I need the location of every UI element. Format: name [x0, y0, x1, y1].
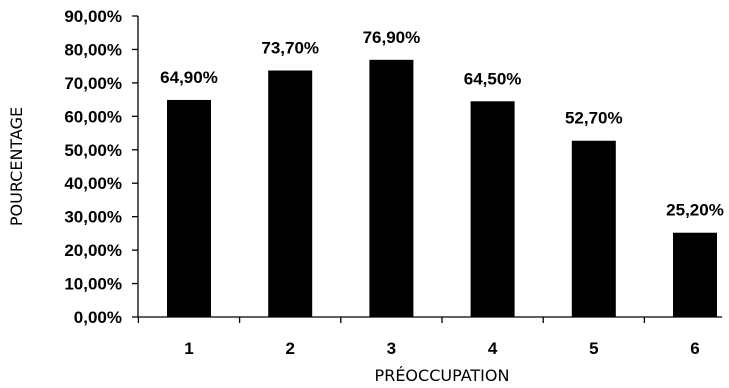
bar-6 — [673, 232, 717, 317]
y-tick-label: 90,00% — [64, 7, 122, 26]
x-tick-label: 5 — [589, 339, 598, 358]
x-tick-label: 3 — [387, 339, 396, 358]
y-tick-label: 80,00% — [64, 40, 122, 59]
data-label-5: 52,70% — [565, 109, 623, 128]
x-tick-label: 2 — [285, 339, 294, 358]
data-label-2: 73,70% — [261, 39, 319, 58]
y-tick-label: 40,00% — [64, 174, 122, 193]
data-label-3: 76,90% — [363, 28, 421, 47]
y-tick-label: 20,00% — [64, 241, 122, 260]
bar-1 — [167, 99, 211, 317]
y-tick-label: 30,00% — [64, 208, 122, 227]
y-tick-label: 70,00% — [64, 74, 122, 93]
x-tick-label: 6 — [690, 339, 699, 358]
x-axis: 1 2 3 4 5 6 — [137, 316, 722, 358]
bar-2 — [268, 70, 313, 318]
data-label-4: 64,50% — [464, 69, 522, 88]
y-tick-label: 0,00% — [74, 308, 122, 327]
x-axis-title: PRÉOCCUPATION — [375, 366, 510, 385]
bars — [167, 59, 717, 318]
data-labels: 64,90% 73,70% 76,90% 64,50% 52,70% 25,20% — [160, 28, 724, 220]
data-label-6: 25,20% — [666, 201, 724, 220]
y-tick-label: 10,00% — [64, 275, 122, 294]
y-tick-label: 50,00% — [64, 141, 122, 160]
y-axis-title: POURCENTAGE — [7, 107, 26, 226]
data-label-1: 64,90% — [160, 68, 218, 87]
y-axis: 0,00% 10,00% 20,00% 30,00% 40,00% 50,00% 60,00… — [64, 7, 139, 327]
x-tick-label: 1 — [184, 339, 193, 358]
bar-3 — [369, 59, 414, 317]
bar-5 — [571, 140, 616, 317]
y-tick-label: 60,00% — [64, 107, 122, 126]
x-tick-label: 4 — [488, 339, 498, 358]
bar-4 — [470, 101, 515, 318]
